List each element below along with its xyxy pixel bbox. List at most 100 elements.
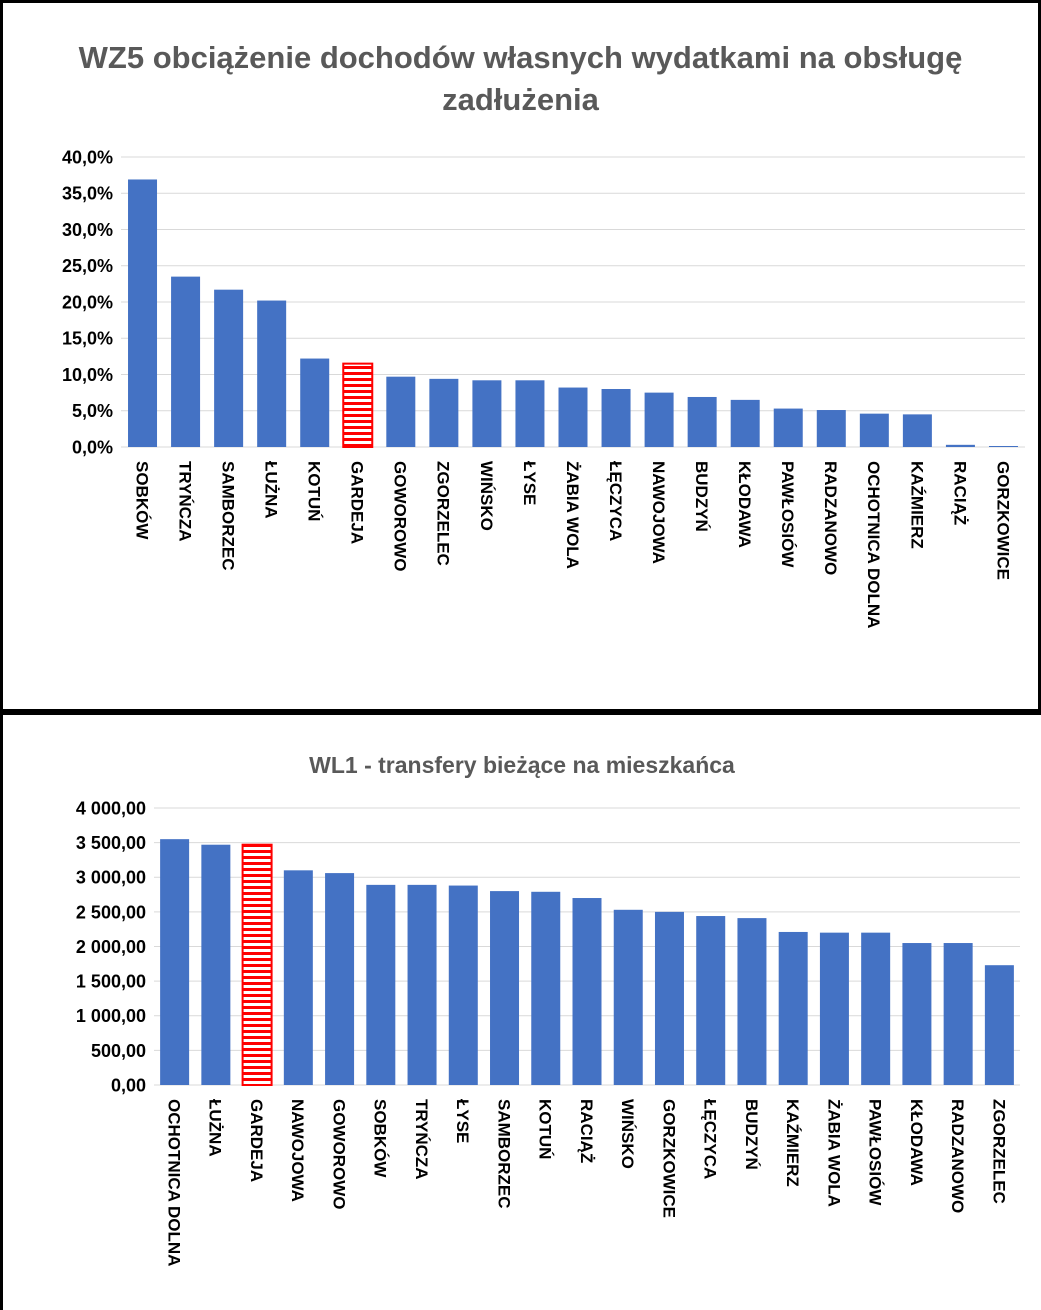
bar [902,414,932,447]
bar [490,891,520,1085]
bar [128,179,158,447]
category-label: ŻABIA WOLA [824,1099,843,1207]
y-tick-label: 0,00 [111,1075,146,1095]
bar [366,884,396,1085]
category-label: ŁYSE [453,1099,472,1143]
category-label: SAMBORZEC [494,1099,513,1209]
category-label: NAWOJOWA [288,1099,307,1202]
bar [943,943,973,1085]
category-label: NAWOJOWA [649,461,668,564]
bar [654,911,684,1085]
category-label: KOTUŃ [305,461,324,521]
bar [300,358,330,447]
category-label: GORZKOWICE [993,461,1012,580]
y-tick-label: 2 500,00 [76,902,146,922]
bar [819,932,849,1085]
bar [778,931,808,1085]
y-tick-label: 4 000,00 [76,798,146,818]
category-label: SOBKÓW [371,1099,390,1178]
bar [558,387,588,447]
category-label: KŁODAWA [735,461,754,548]
category-label: GOWOROWO [329,1099,348,1209]
category-label: ŁĘCZYCA [701,1099,720,1179]
bar [448,885,478,1085]
bar-chart-wl1: 0,00 500,00 1 000,00 1 500,00 2 000,00 2 500,… [76,798,1020,1266]
category-label: OCHOTNICA DOLNA [864,461,883,628]
y-tick-label: 500,00 [91,1041,146,1061]
category-label: BUDZYŃ [692,461,711,532]
category-label: RACIĄŻ [950,461,969,525]
bar [988,446,1018,447]
category-label: KOTUŃ [536,1099,555,1159]
bar [861,932,891,1085]
category-label: ŻABIA WOLA [563,461,582,569]
bar [572,898,602,1085]
category-label: SAMBORZEC [218,461,237,571]
category-label: TRYŃCZA [175,461,194,542]
y-tick-label: 15,0% [62,329,113,349]
bar [407,884,437,1085]
category-label: ŁYSE [520,461,539,505]
bar [696,916,726,1085]
bar-highlighted [241,843,273,1086]
category-label: OCHOTNICA DOLNA [164,1099,183,1266]
bar [613,909,643,1085]
bar [687,396,717,447]
bar [201,844,231,1085]
category-label: GARDEJA [247,1099,266,1182]
y-tick-label: 35,0% [62,184,113,204]
category-label: TRYŃCZA [412,1099,431,1180]
category-label: GARDEJA [348,461,367,544]
y-tick-label: 1 000,00 [76,1006,146,1026]
chart-title: WL1 - transfery bieżące na mieszkańca [309,752,735,778]
bar [472,380,502,447]
y-tick-label: 20,0% [62,292,113,312]
y-tick-label: 1 500,00 [76,972,146,992]
category-label: KŁODAWA [907,1099,926,1186]
bar [325,873,355,1085]
category-label: WIŃSKO [618,1099,637,1169]
category-label: PAWŁOSIÓW [778,461,797,568]
bar-chart-wz5: 0,0% 5,0% 10,0% 15,0% 20,0% 25,0% 30,0% 35,0% 40… [62,147,1025,628]
bar [945,444,975,447]
bar-highlighted [342,362,374,448]
category-label: RACIĄŻ [577,1099,596,1163]
category-label: KAŹMIERZ [907,461,926,549]
bar [257,300,287,447]
y-tick-label: 3 000,00 [76,868,146,888]
y-tick-label: 25,0% [62,256,113,276]
bar [644,392,674,447]
bar [601,389,631,447]
bar [429,378,459,447]
category-label: ZGORZELEC [434,461,453,566]
category-label: SOBKÓW [132,461,151,540]
y-tick-label: 10,0% [62,365,113,385]
bar [214,289,244,447]
category-label: ŁUŻNA [206,1099,225,1157]
category-label: GORZKOWICE [659,1099,678,1218]
bar [816,410,846,447]
y-tick-label: 40,0% [62,147,113,167]
y-tick-label: 3 500,00 [76,833,146,853]
category-label: ŁUŻNA [262,461,281,519]
bar [773,408,803,447]
bar [386,376,416,447]
category-label: KAŹMIERZ [783,1099,802,1187]
category-label: RADZANOWO [821,461,840,575]
category-label: PAWŁOSIÓW [866,1099,885,1206]
category-label: WIŃSKO [477,461,496,531]
chart-title: WZ5 obciążenie dochodów własnych wydatka… [78,40,963,117]
y-tick-label: 2 000,00 [76,937,146,957]
y-tick-label: 0,0% [72,437,113,457]
bar [984,965,1014,1085]
bar [160,839,190,1085]
bar [531,891,561,1085]
y-tick-label: 30,0% [62,220,113,240]
y-tick-label: 5,0% [72,401,113,421]
bar [902,943,932,1085]
category-label: ŁĘCZYCA [606,461,625,541]
category-label: RADZANOWO [948,1099,967,1213]
bar [737,918,767,1085]
bar [171,276,201,447]
bar [859,413,889,447]
